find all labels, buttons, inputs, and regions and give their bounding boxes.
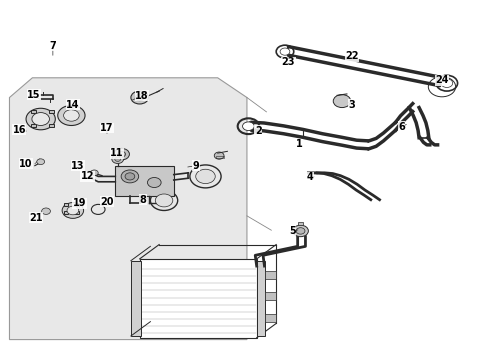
Circle shape: [155, 194, 172, 207]
Circle shape: [332, 95, 350, 108]
Text: 18: 18: [135, 91, 149, 101]
Circle shape: [67, 206, 79, 215]
Text: 15: 15: [27, 90, 41, 100]
Circle shape: [242, 122, 254, 131]
Circle shape: [115, 157, 121, 161]
Bar: [265, 292, 276, 300]
Circle shape: [121, 170, 139, 183]
Bar: [298, 222, 303, 225]
Text: 1: 1: [295, 139, 302, 149]
Text: 2: 2: [254, 126, 261, 135]
Circle shape: [62, 203, 83, 219]
Bar: [75, 203, 79, 206]
Polygon shape: [9, 78, 246, 339]
Text: 13: 13: [71, 161, 84, 171]
Circle shape: [114, 148, 129, 160]
Text: 7: 7: [49, 41, 56, 50]
Circle shape: [58, 105, 85, 126]
Text: 4: 4: [306, 172, 313, 182]
Bar: [49, 110, 54, 113]
Bar: [131, 261, 141, 336]
Circle shape: [63, 110, 79, 121]
Circle shape: [296, 228, 305, 234]
Text: 9: 9: [192, 161, 199, 171]
Bar: [216, 156, 224, 158]
Text: 23: 23: [281, 57, 295, 67]
Text: 16: 16: [13, 125, 26, 135]
Circle shape: [280, 48, 289, 55]
Circle shape: [26, 108, 55, 130]
Bar: [115, 166, 173, 196]
Text: 20: 20: [100, 197, 114, 207]
Text: 17: 17: [100, 123, 114, 133]
Circle shape: [90, 170, 98, 176]
Bar: [31, 110, 36, 113]
Text: 11: 11: [110, 148, 123, 158]
Circle shape: [131, 91, 148, 104]
Text: 8: 8: [140, 195, 146, 205]
Circle shape: [118, 151, 125, 157]
Text: 3: 3: [347, 100, 354, 110]
Circle shape: [125, 173, 135, 180]
Circle shape: [32, 113, 49, 126]
Bar: [75, 211, 79, 214]
Bar: [256, 261, 265, 336]
Circle shape: [112, 155, 123, 163]
Bar: [265, 271, 276, 279]
Circle shape: [214, 152, 224, 159]
Bar: [49, 124, 54, 127]
Text: 22: 22: [345, 51, 358, 61]
Text: 19: 19: [73, 198, 86, 208]
Text: 24: 24: [434, 75, 448, 85]
Bar: [265, 314, 276, 321]
Text: 10: 10: [19, 159, 33, 169]
Text: 6: 6: [397, 122, 404, 132]
Circle shape: [195, 169, 215, 184]
Bar: [64, 203, 68, 206]
Text: 12: 12: [81, 171, 94, 181]
Text: 14: 14: [66, 100, 80, 110]
Circle shape: [41, 208, 50, 215]
Circle shape: [135, 94, 144, 101]
Bar: [64, 211, 68, 214]
Bar: [140, 259, 256, 338]
Circle shape: [440, 79, 452, 87]
Text: 21: 21: [29, 213, 42, 222]
Text: 5: 5: [288, 226, 295, 236]
Circle shape: [292, 225, 308, 237]
Circle shape: [147, 177, 161, 188]
Circle shape: [37, 159, 44, 165]
Bar: [31, 124, 36, 127]
